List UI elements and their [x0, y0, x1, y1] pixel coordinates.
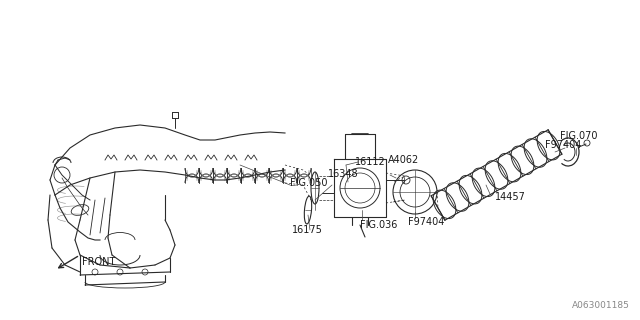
- Text: FRONT: FRONT: [82, 257, 115, 267]
- Text: A4062: A4062: [388, 155, 419, 165]
- Text: 16348: 16348: [328, 169, 358, 179]
- Text: FIG.036: FIG.036: [360, 220, 397, 230]
- Text: FIG.050: FIG.050: [290, 178, 328, 188]
- Text: F97404: F97404: [545, 140, 581, 150]
- Text: 14457: 14457: [495, 192, 526, 202]
- Text: F97404: F97404: [408, 217, 444, 227]
- Text: 16175: 16175: [292, 225, 323, 235]
- Text: 16112: 16112: [355, 157, 386, 167]
- Text: FIG.070: FIG.070: [560, 131, 598, 141]
- Text: A063001185: A063001185: [572, 301, 630, 310]
